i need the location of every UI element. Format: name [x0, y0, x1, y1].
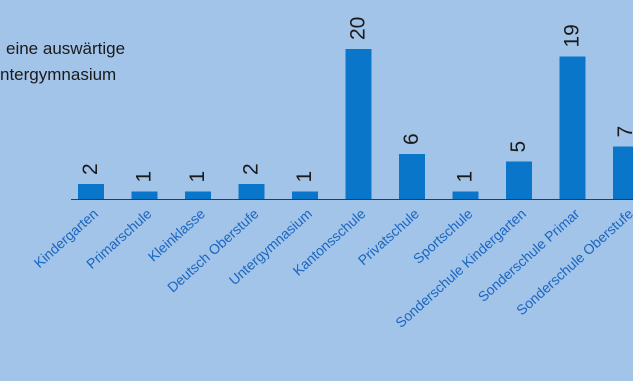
bar-sonderschule-primar: [559, 56, 586, 199]
bar-kantonsschule: [345, 49, 372, 199]
chart-title: eine auswärtige ntergymnasium: [0, 36, 125, 88]
category-label: Sonderschule Primar: [475, 205, 583, 305]
bar-sonderschule-kindergarten: [506, 161, 532, 199]
bar-sportschule: [452, 191, 479, 199]
bar-sonderschule-oberstufe: [613, 146, 633, 199]
data-label: 2: [240, 163, 263, 175]
bar-primarschule: [131, 191, 158, 199]
data-label: 1: [133, 171, 156, 183]
bar-kleinklasse: [185, 191, 211, 199]
data-label: 1: [293, 171, 316, 183]
data-label: 6: [400, 133, 423, 145]
category-label: Deutsch Oberstufe: [164, 205, 262, 295]
bar-untergymnasium: [292, 191, 318, 199]
data-label: 7: [614, 126, 633, 138]
chart-title-line-1: eine auswärtige: [6, 39, 126, 58]
bar-deutsch-oberstufe: [238, 184, 265, 199]
data-label: 19: [561, 24, 584, 47]
bar-privatschule: [399, 154, 425, 199]
data-label: 5: [507, 141, 530, 153]
data-label: 1: [186, 171, 209, 183]
chart-title-line-2: ntergymnasium: [0, 65, 117, 84]
data-label: 2: [79, 163, 102, 175]
data-label: 20: [347, 17, 370, 40]
bar-kindergarten: [78, 184, 104, 199]
data-label: 1: [454, 171, 477, 183]
